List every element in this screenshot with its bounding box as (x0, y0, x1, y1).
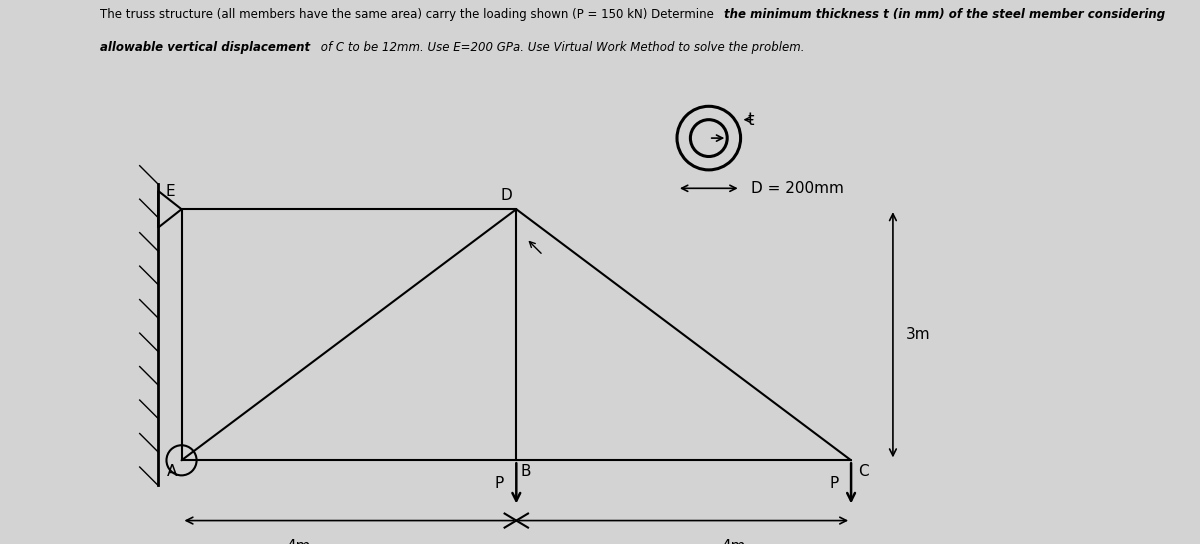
Text: the minimum thickness t (in mm) of the steel member considering: the minimum thickness t (in mm) of the s… (724, 8, 1165, 21)
Text: A: A (167, 465, 178, 479)
Text: P: P (494, 476, 504, 491)
Text: 4m: 4m (721, 539, 746, 544)
Text: t: t (748, 110, 754, 129)
Text: P: P (829, 476, 839, 491)
Text: D = 200mm: D = 200mm (751, 181, 844, 196)
Text: E: E (166, 184, 175, 199)
Text: C: C (858, 465, 869, 479)
Text: The truss structure (all members have the same area) carry the loading shown (P : The truss structure (all members have th… (100, 8, 718, 21)
Text: of C to be 12mm. Use E=200 GPa. Use Virtual Work Method to solve the problem.: of C to be 12mm. Use E=200 GPa. Use Virt… (317, 41, 805, 54)
Text: B: B (521, 465, 530, 479)
Text: 4m: 4m (287, 539, 311, 544)
Text: D: D (500, 188, 512, 202)
Text: 3m: 3m (906, 327, 930, 342)
Text: allowable vertical displacement: allowable vertical displacement (100, 41, 310, 54)
